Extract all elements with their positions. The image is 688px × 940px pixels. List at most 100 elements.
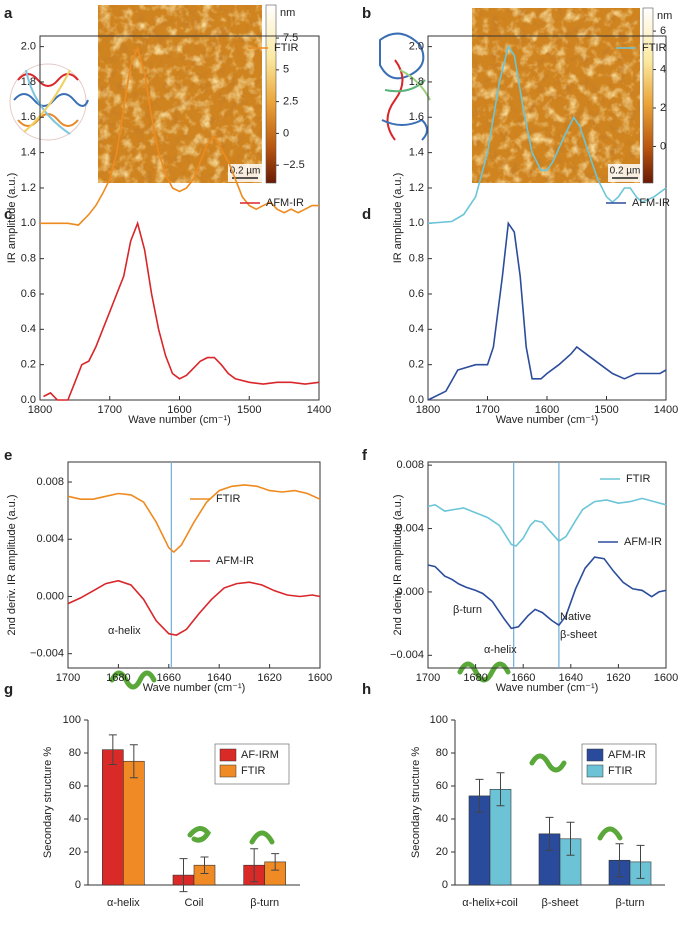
- x-tick-label: 1600: [535, 404, 559, 416]
- colorbar-unit: nm: [280, 7, 295, 19]
- y-tick-label: 2.0: [409, 41, 424, 53]
- x-axis-title: Wave number (cm⁻¹): [143, 682, 246, 694]
- y-tick-label: 0: [75, 879, 81, 891]
- colorbar-tick-label: 7.5: [283, 32, 298, 44]
- spectrum-line: [427, 221, 667, 401]
- panel-letter: g: [4, 681, 13, 698]
- y-tick-label: 0: [442, 879, 448, 891]
- legend-swatch: [586, 764, 604, 778]
- x-tick-label: 1800: [416, 404, 440, 416]
- legend-label: FTIR: [216, 493, 240, 505]
- panel-letter: a: [4, 5, 13, 22]
- error-bar: [566, 821, 575, 856]
- y-tick-label: 60: [69, 780, 81, 792]
- y-axis-title: IR amplitude (a.u.): [6, 173, 18, 263]
- legend-swatch: [219, 748, 237, 762]
- x-tick-label: Coil: [185, 897, 204, 909]
- x-tick-label: 1500: [237, 404, 261, 416]
- legend-label: FTIR: [241, 765, 265, 777]
- annotation: Native: [560, 611, 591, 623]
- y-axis-title: Secondary structure %: [410, 747, 422, 858]
- x-tick-label: 1620: [257, 672, 281, 684]
- y-tick-label: 1.0: [21, 217, 36, 229]
- spectrum-line: [427, 497, 667, 547]
- y-tick-label: 0.6: [409, 288, 424, 300]
- y-tick-label: 0.000: [36, 590, 64, 602]
- legend-label: FTIR: [626, 473, 650, 485]
- y-axis-title: Secondary structure %: [42, 747, 54, 858]
- x-tick-label: 1400: [654, 404, 678, 416]
- legend-label: AFM-IR: [632, 197, 670, 209]
- y-tick-label: 80: [436, 747, 448, 759]
- x-tick-label: 1600: [308, 672, 332, 684]
- y-tick-label: −0.004: [390, 649, 424, 661]
- annotation: α-helix: [484, 644, 517, 656]
- x-tick-label: 1600: [167, 404, 191, 416]
- axes-frame: [67, 461, 321, 669]
- panel-letter: b: [362, 5, 371, 22]
- error-bar: [129, 744, 138, 779]
- legend-swatch: [586, 748, 604, 762]
- colorbar-tick-label: 4: [660, 63, 666, 75]
- spectrum-line: [40, 46, 319, 226]
- y-tick-label: 100: [430, 714, 448, 726]
- legend-label: AFM-IR: [266, 197, 304, 209]
- y-tick-label: 0.0: [409, 394, 424, 406]
- y-tick-label: 0.4: [21, 323, 36, 335]
- y-tick-label: 40: [436, 813, 448, 825]
- x-tick-label: 1700: [416, 672, 440, 684]
- error-bar: [179, 858, 188, 893]
- y-tick-label: 0.008: [396, 459, 424, 471]
- x-tick-label: 1680: [463, 672, 487, 684]
- legend-label: AFM-IR: [624, 536, 662, 548]
- spectrum-line: [427, 556, 667, 630]
- x-tick-label: β-turn: [250, 897, 279, 909]
- y-tick-label: 60: [436, 780, 448, 792]
- y-tick-label: 20: [69, 846, 81, 858]
- y-axis-title: IR amplitude (a.u.): [392, 173, 404, 263]
- scale-bar-label: 0.2 µm: [610, 166, 641, 177]
- y-tick-label: 0.4: [409, 323, 424, 335]
- y-tick-label: 1.6: [21, 111, 36, 123]
- error-bar: [250, 848, 259, 883]
- x-axis-title: Wave number (cm⁻¹): [128, 414, 231, 426]
- y-tick-label: 20: [436, 846, 448, 858]
- spectrum-line: [43, 220, 320, 401]
- colorbar-tick-label: 0: [660, 140, 666, 152]
- colorbar-tick-label: 5: [283, 64, 289, 76]
- x-tick-label: 1700: [475, 404, 499, 416]
- protein-a: [9, 63, 89, 141]
- y-tick-label: 1.2: [21, 182, 36, 194]
- y-tick-label: 2.0: [21, 41, 36, 53]
- y-tick-label: 0.0: [21, 394, 36, 406]
- y-tick-label: 0.008: [36, 476, 64, 488]
- spectrum-line: [67, 484, 321, 554]
- legend-label: AFM-IR: [608, 749, 646, 761]
- error-bar: [545, 816, 554, 851]
- x-tick-label: 1660: [511, 672, 535, 684]
- spectrum-line: [427, 44, 667, 225]
- y-tick-label: 0.2: [409, 359, 424, 371]
- bar: [102, 749, 124, 886]
- legend-label: AFM-IR: [216, 555, 254, 567]
- y-tick-label: 80: [69, 747, 81, 759]
- y-tick-label: 0.004: [36, 533, 64, 545]
- error-bar: [615, 843, 624, 878]
- panel-letter: e: [4, 447, 12, 464]
- error-bar: [475, 778, 484, 813]
- legend-label: FTIR: [608, 765, 632, 777]
- colorbar: [265, 4, 277, 184]
- error-bar: [496, 772, 505, 807]
- y-tick-label: 0.000: [396, 586, 424, 598]
- y-tick-label: 0.6: [21, 288, 36, 300]
- bar: [123, 760, 145, 886]
- annotation: α-helix: [108, 625, 141, 637]
- x-tick-label: 1640: [559, 672, 583, 684]
- panel-letter: f: [362, 447, 368, 464]
- x-tick-label: 1620: [606, 672, 630, 684]
- scale-bar-label: 0.2 µm: [230, 166, 261, 177]
- y-tick-label: 0.004: [396, 522, 424, 534]
- y-tick-label: 1.6: [409, 111, 424, 123]
- y-tick-label: 1.8: [21, 76, 36, 88]
